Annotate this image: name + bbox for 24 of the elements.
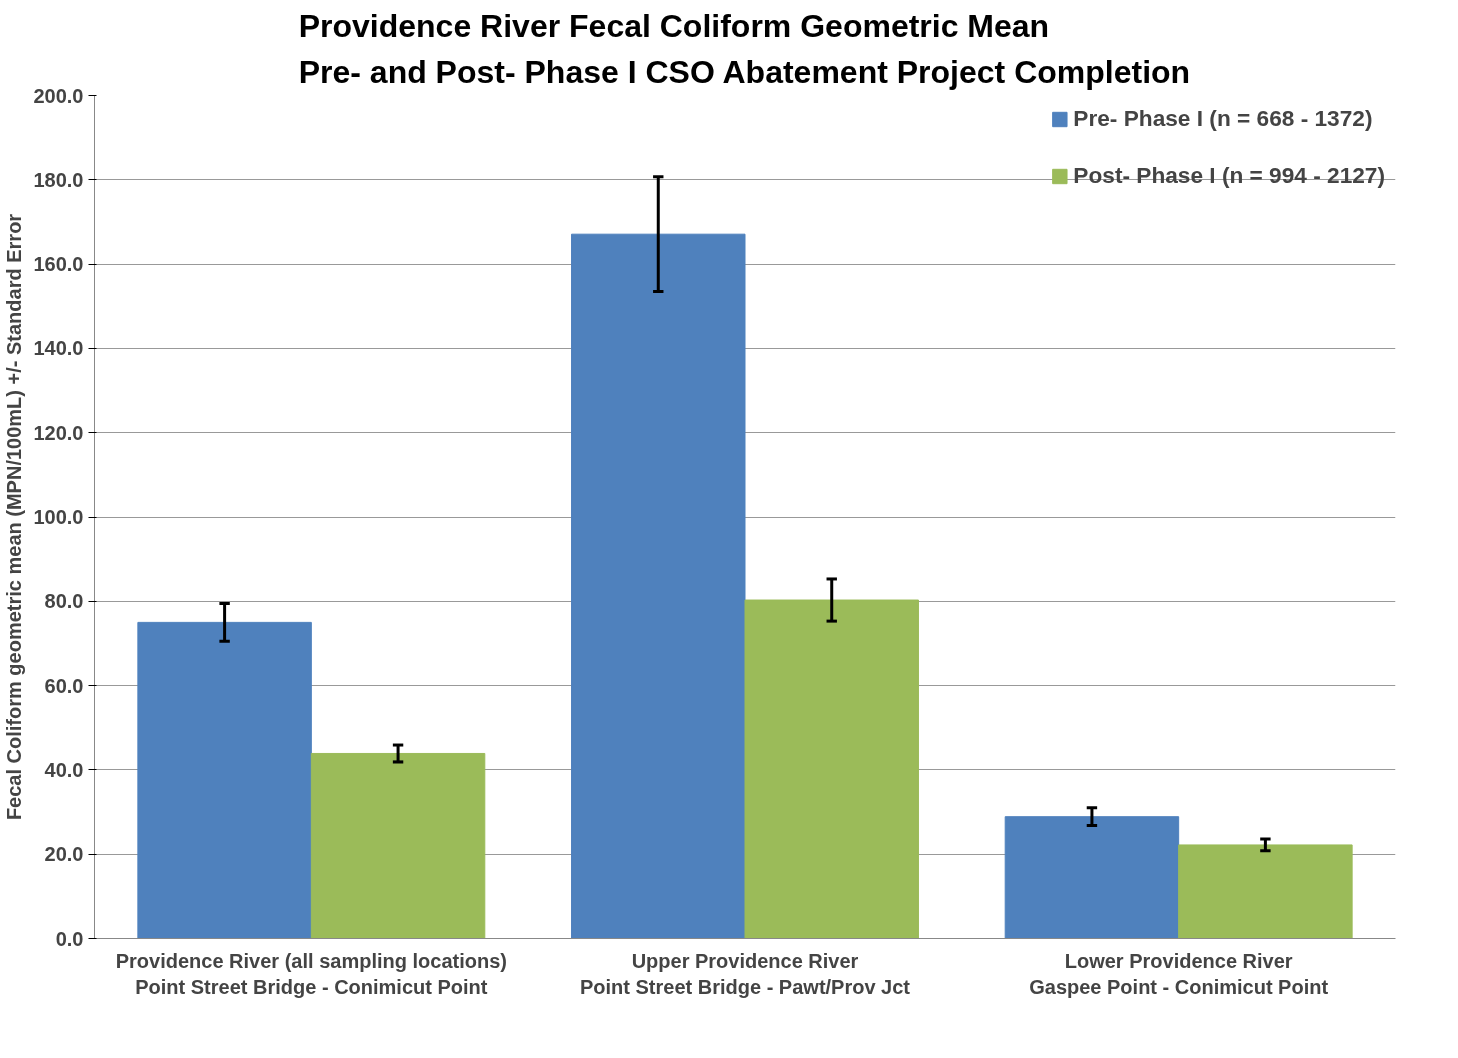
legend-label: Post- Phase I (n = 994 - 2127) xyxy=(1073,162,1385,189)
y-tick-label: 0.0 xyxy=(55,927,84,950)
y-tick-label: 60.0 xyxy=(44,674,84,697)
bar xyxy=(1178,844,1353,939)
y-tick-label: 100.0 xyxy=(33,506,84,528)
y-tick-label: 120.0 xyxy=(33,421,84,444)
y-tick-label: 180.0 xyxy=(33,168,84,191)
y-tick-label: 80.0 xyxy=(44,590,84,613)
y-tick-label: 200.0 xyxy=(33,84,84,107)
chart-title: Providence River Fecal Coliform Geometric Mean Pre- and Post- Phase I CSO Abatement Project Completion xyxy=(298,7,1191,91)
x-tick-label: Providence River (all sampling locations) Point Street Bridge - Conimicut Point xyxy=(115,949,507,998)
bar xyxy=(137,621,312,939)
bar xyxy=(1004,816,1180,939)
y-axis-title: Fecal Coliform geometric mean (MPN/100mL) +/- Standard Error xyxy=(3,213,26,821)
y-tick-label: 140.0 xyxy=(33,337,84,360)
bar xyxy=(571,233,746,939)
y-tick-label: 20.0 xyxy=(44,843,84,866)
bar xyxy=(744,599,919,939)
y-tick-label: 40.0 xyxy=(44,758,84,781)
y-tick-label: 160.0 xyxy=(33,253,84,276)
x-tick-label: Lower Providence River Gaspee Point - Conimicut Point xyxy=(1029,949,1329,998)
legend-label: Pre- Phase I (n = 668 - 1372) xyxy=(1073,105,1373,132)
x-tick-label: Upper Providence River Point Street Bridge - Pawt/Prov Jct xyxy=(579,949,911,998)
bar xyxy=(310,752,486,939)
